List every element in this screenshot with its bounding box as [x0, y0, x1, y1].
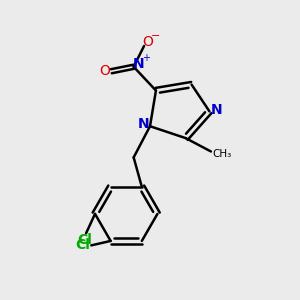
Text: N: N — [133, 57, 145, 71]
Text: O: O — [99, 64, 110, 78]
Text: −: − — [151, 31, 160, 40]
Text: CH₃: CH₃ — [212, 149, 232, 159]
Text: N: N — [211, 103, 223, 117]
Text: Cl: Cl — [77, 233, 92, 247]
Text: O: O — [142, 34, 153, 49]
Text: +: + — [142, 53, 150, 64]
Text: Cl: Cl — [76, 238, 90, 252]
Text: N: N — [138, 117, 149, 131]
